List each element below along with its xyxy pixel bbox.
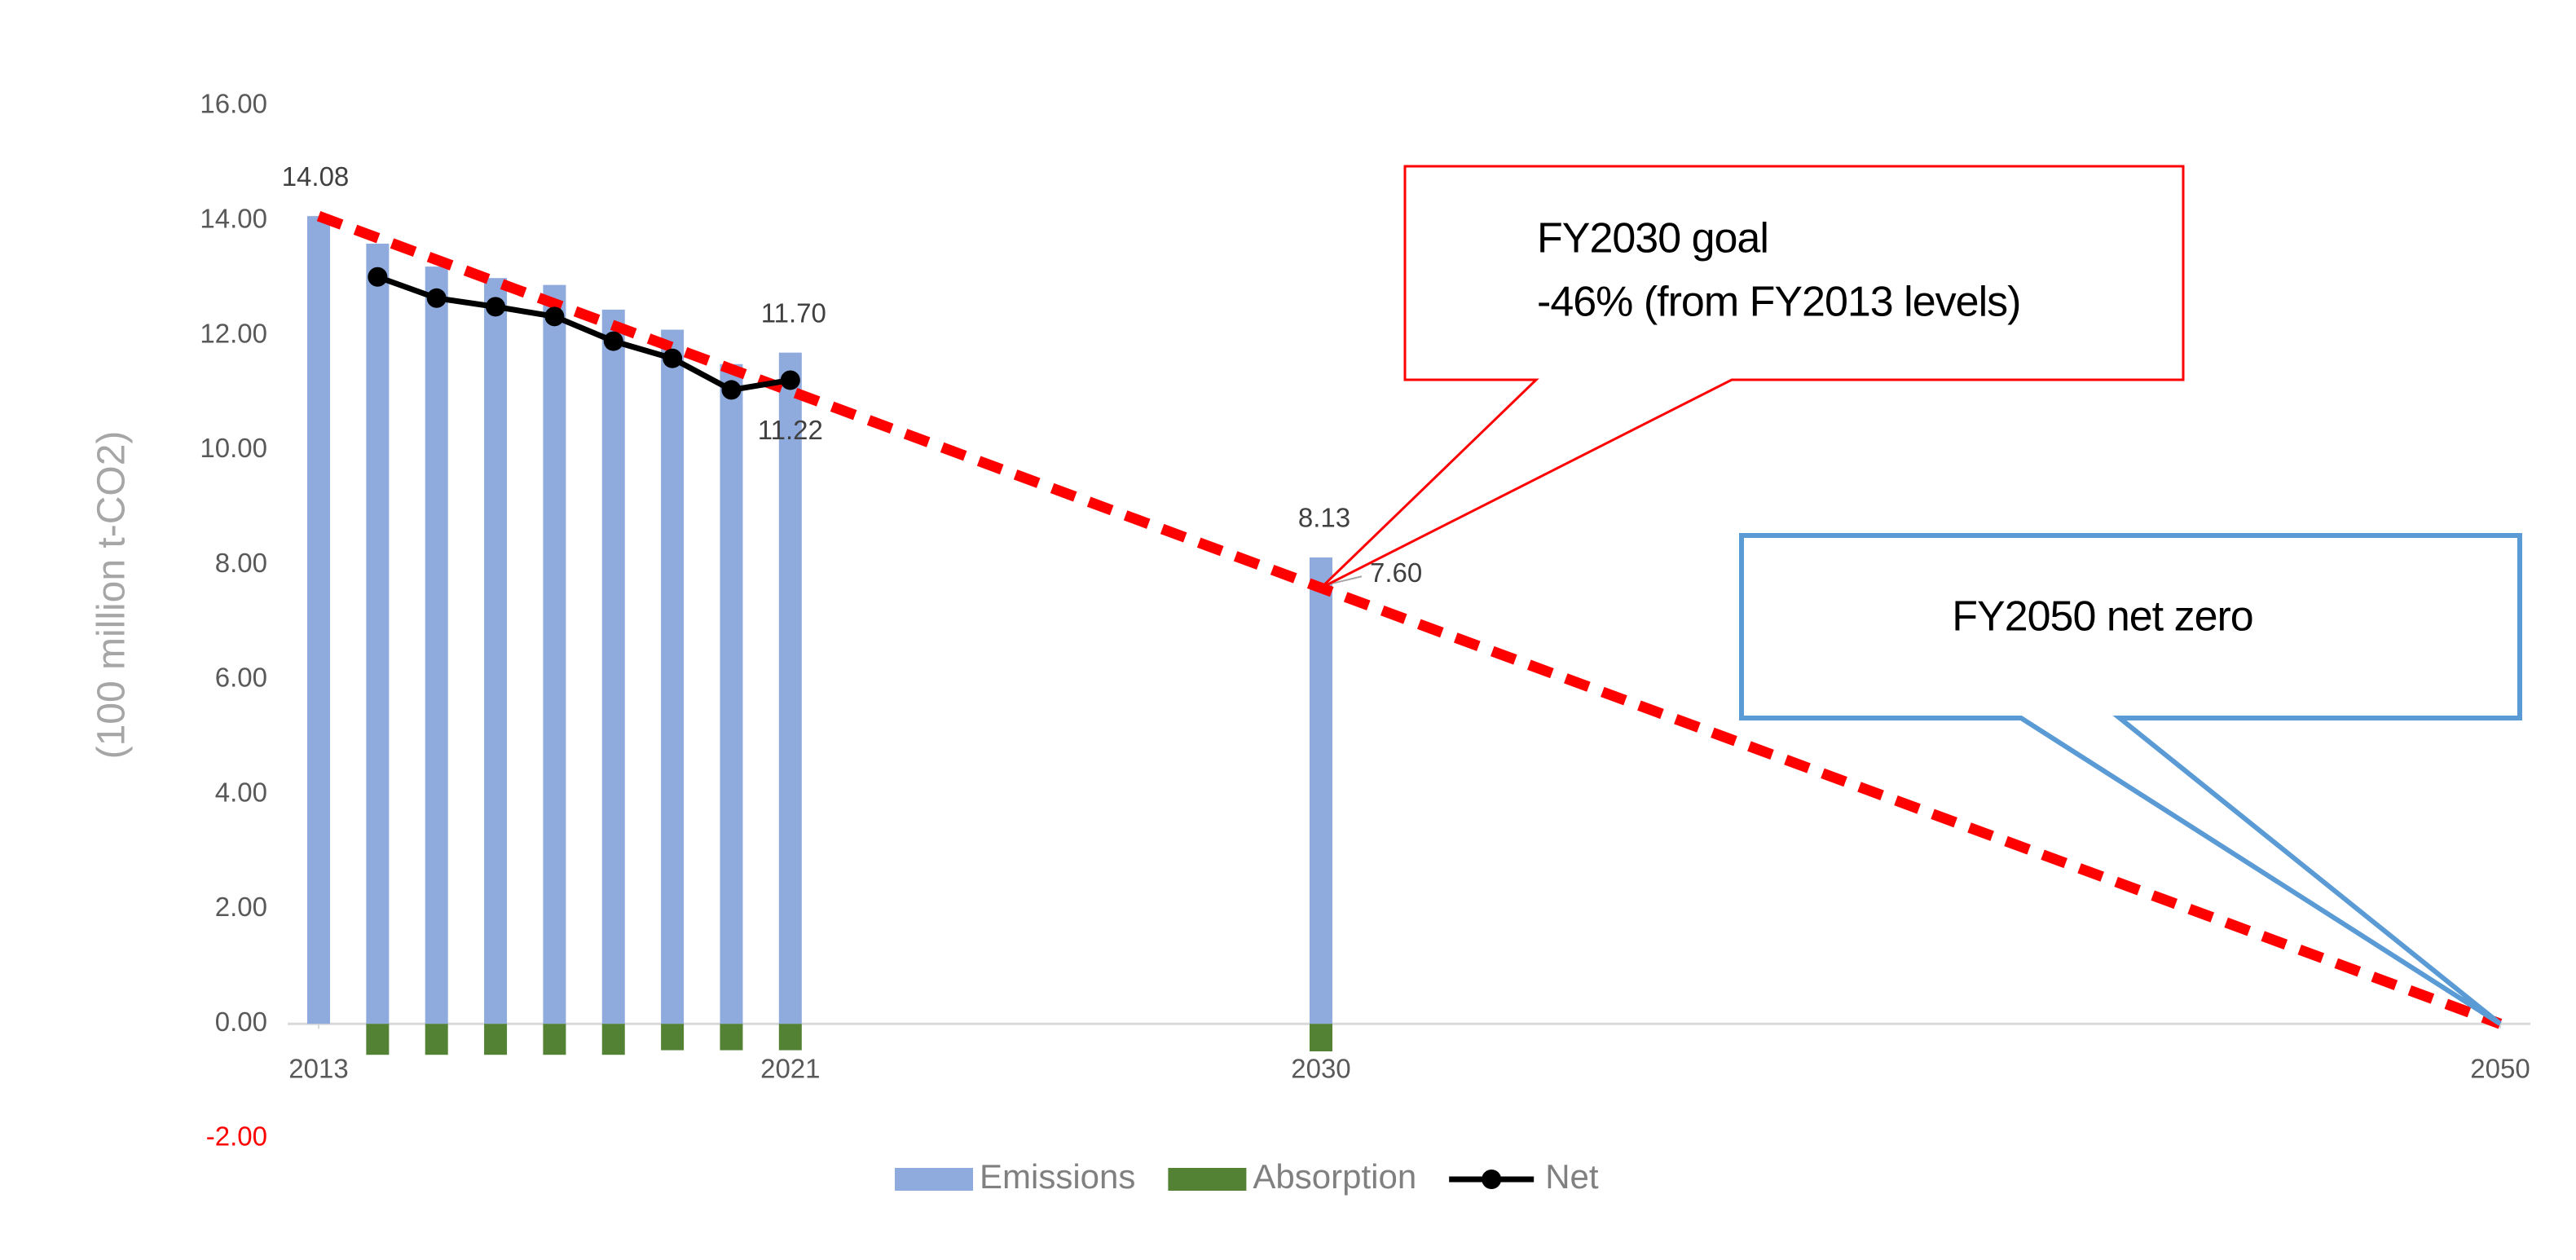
x-tick-label: 2030 bbox=[1291, 1054, 1350, 1084]
y-tick-label: 8.00 bbox=[215, 548, 267, 578]
x-tick-label: 2013 bbox=[288, 1054, 348, 1084]
legend-marker bbox=[1482, 1170, 1502, 1189]
data-label: 8.13 bbox=[1298, 503, 1350, 533]
y-tick-label: 6.00 bbox=[215, 663, 267, 693]
legend-swatch bbox=[895, 1168, 973, 1191]
bar bbox=[1309, 1024, 1332, 1052]
y-tick-label: 0.00 bbox=[215, 1007, 267, 1037]
legend-label: Net bbox=[1545, 1157, 1599, 1196]
bar bbox=[661, 329, 685, 1024]
callout: FY2050 net zero bbox=[1739, 533, 2522, 1026]
bar bbox=[484, 278, 508, 1024]
marker bbox=[368, 267, 388, 287]
y-tick-label: 14.00 bbox=[200, 203, 267, 233]
y-tick-label: 16.00 bbox=[200, 89, 267, 119]
callout-text: FY2030 goal bbox=[1537, 215, 1768, 262]
legend-swatch bbox=[1168, 1168, 1247, 1191]
y-tick-label: 2.00 bbox=[215, 892, 267, 922]
bar bbox=[425, 1024, 448, 1055]
bar bbox=[543, 1024, 566, 1055]
bar bbox=[1309, 557, 1332, 1024]
marker bbox=[544, 306, 565, 327]
legend-item: Emissions bbox=[895, 1157, 1135, 1196]
marker bbox=[426, 288, 447, 308]
legend-label: Absorption bbox=[1253, 1157, 1416, 1196]
callout-box bbox=[1739, 533, 2522, 1026]
y-axis-label: (100 million t-CO2) bbox=[90, 431, 134, 760]
bar bbox=[366, 243, 390, 1024]
line bbox=[376, 274, 791, 393]
y-tick-label: 12.00 bbox=[200, 318, 267, 348]
bar bbox=[543, 284, 566, 1024]
marker bbox=[721, 380, 742, 400]
legend-item: Net bbox=[1449, 1157, 1599, 1196]
bar bbox=[425, 267, 448, 1024]
bar bbox=[307, 216, 330, 1024]
y-tick-label: 4.00 bbox=[215, 777, 267, 807]
callout-box bbox=[1319, 165, 2185, 589]
bar bbox=[484, 1024, 508, 1055]
callout-text: -46% (from FY2013 levels) bbox=[1537, 279, 2020, 326]
x-tick-label: 2021 bbox=[760, 1054, 820, 1084]
bar bbox=[661, 1024, 685, 1051]
marker bbox=[486, 297, 506, 317]
x-tick-label: 2050 bbox=[2470, 1054, 2530, 1084]
data-label: 11.22 bbox=[758, 415, 823, 445]
y-tick-label: -2.00 bbox=[206, 1121, 267, 1152]
bar bbox=[778, 1024, 802, 1051]
data-label: 11.70 bbox=[761, 297, 826, 328]
legend-label: Emissions bbox=[980, 1157, 1135, 1196]
bar bbox=[778, 352, 802, 1024]
legend-item: Absorption bbox=[1168, 1157, 1416, 1196]
leader-line bbox=[1327, 575, 1363, 586]
data-label: 14.08 bbox=[282, 161, 350, 192]
bar bbox=[601, 1024, 625, 1055]
bar bbox=[366, 1024, 390, 1055]
data-label: 7.60 bbox=[1370, 557, 1422, 588]
y-tick-label: 10.00 bbox=[200, 433, 267, 463]
bar bbox=[601, 309, 625, 1024]
callout-text: FY2050 net zero bbox=[1952, 593, 2252, 641]
marker bbox=[780, 370, 800, 390]
marker bbox=[603, 331, 623, 351]
marker bbox=[663, 348, 683, 368]
callout: FY2030 goal -46% (from FY2013 levels) bbox=[1319, 165, 2185, 589]
bar bbox=[720, 1024, 743, 1051]
bar bbox=[720, 363, 743, 1024]
